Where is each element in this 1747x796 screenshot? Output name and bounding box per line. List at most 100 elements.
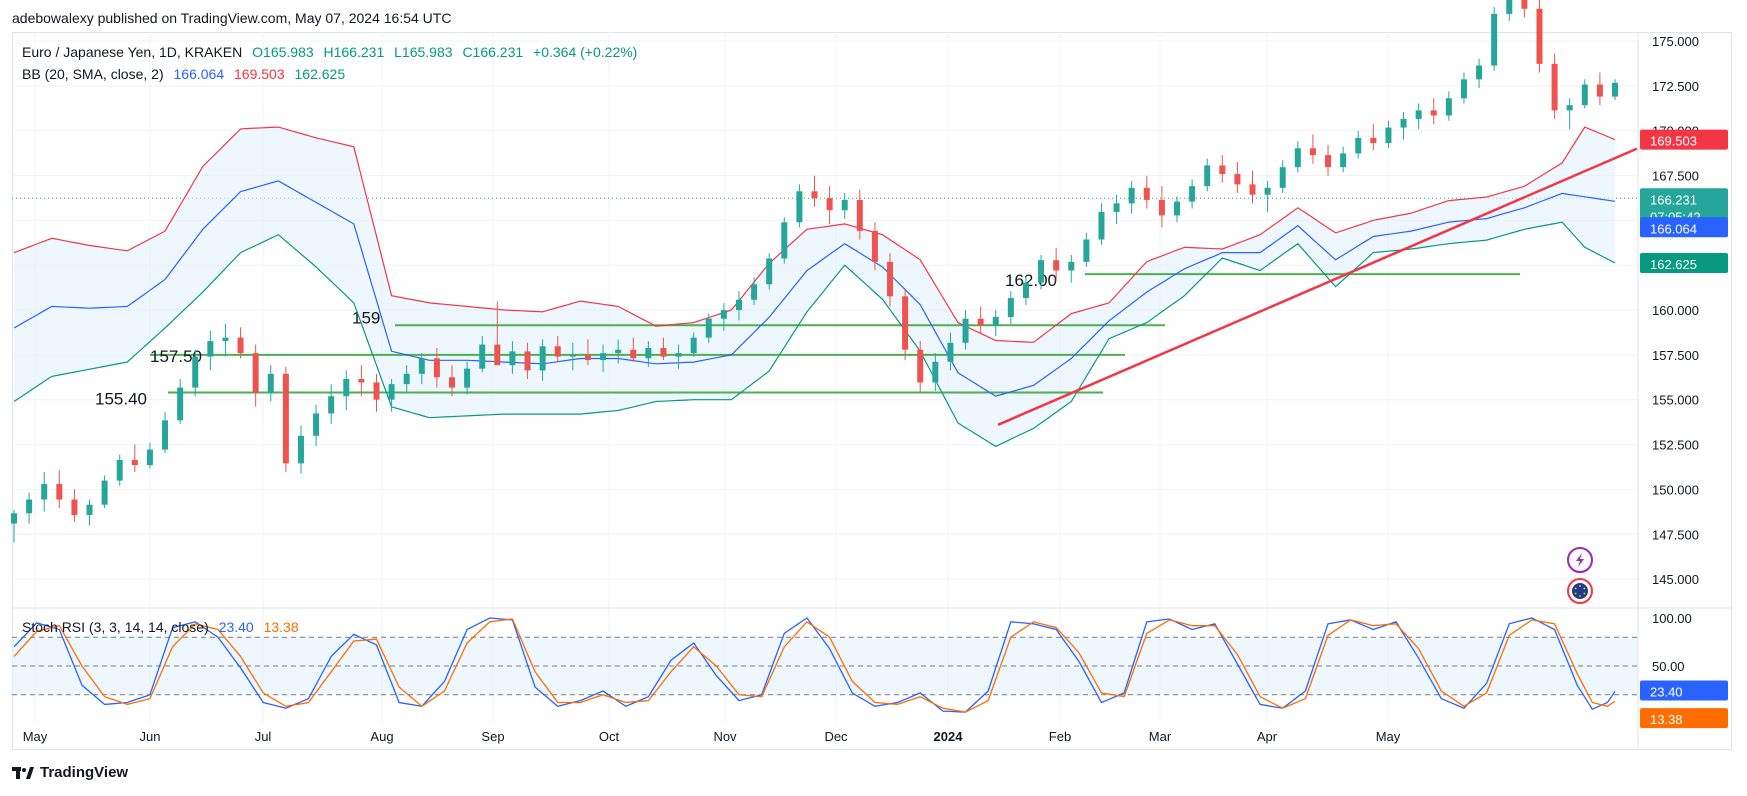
candle[interactable] <box>569 342 576 371</box>
candle[interactable] <box>1083 232 1090 268</box>
candle[interactable] <box>267 365 274 402</box>
candle[interactable] <box>1022 275 1029 305</box>
candle[interactable] <box>751 277 758 305</box>
candle[interactable] <box>841 193 848 219</box>
candle[interactable] <box>1325 144 1332 176</box>
candle[interactable] <box>101 475 108 509</box>
candle[interactable] <box>1596 72 1603 106</box>
candle[interactable] <box>313 404 320 447</box>
candle[interactable] <box>871 222 878 271</box>
candle[interactable] <box>1204 158 1211 192</box>
eu-flag-icon[interactable] <box>1567 578 1593 604</box>
candle[interactable] <box>600 344 607 373</box>
candle[interactable] <box>781 217 788 264</box>
candle[interactable] <box>584 339 591 366</box>
candle[interactable] <box>131 444 138 472</box>
candle[interactable] <box>539 339 546 381</box>
candle[interactable] <box>992 310 999 336</box>
candle[interactable] <box>1279 160 1286 194</box>
candle[interactable] <box>343 370 350 410</box>
candle[interactable] <box>222 323 229 357</box>
candle[interactable] <box>282 366 289 472</box>
candle[interactable] <box>1355 131 1362 159</box>
candle[interactable] <box>811 175 818 207</box>
candle[interactable] <box>947 332 954 371</box>
candle[interactable] <box>615 339 622 364</box>
candle[interactable] <box>297 425 304 474</box>
candle[interactable] <box>177 378 184 424</box>
candle[interactable] <box>1476 58 1483 88</box>
candle[interactable] <box>1113 194 1120 225</box>
candle[interactable] <box>1536 0 1543 73</box>
candle[interactable] <box>252 344 259 407</box>
candle[interactable] <box>1249 170 1256 204</box>
lightning-icon[interactable] <box>1567 547 1593 573</box>
candle[interactable] <box>494 301 501 366</box>
candle[interactable] <box>449 365 456 397</box>
candle[interactable] <box>1264 180 1271 212</box>
candle[interactable] <box>1460 72 1467 104</box>
candle[interactable] <box>86 499 93 526</box>
candle[interactable] <box>1581 79 1588 109</box>
candle[interactable] <box>71 489 78 522</box>
tradingview-brand[interactable]: TradingView <box>12 764 128 781</box>
candle[interactable] <box>720 303 727 331</box>
candle[interactable] <box>826 186 833 225</box>
candle[interactable] <box>1294 141 1301 173</box>
candle[interactable] <box>1566 98 1573 130</box>
candle[interactable] <box>1128 180 1135 214</box>
candle[interactable] <box>1068 254 1075 283</box>
candle[interactable] <box>630 337 637 362</box>
candle[interactable] <box>660 337 667 361</box>
candle[interactable] <box>856 189 863 240</box>
candle[interactable] <box>1098 203 1105 245</box>
candle[interactable] <box>1340 146 1347 173</box>
candle[interactable] <box>11 509 17 543</box>
candle[interactable] <box>1234 162 1241 194</box>
candle[interactable] <box>962 310 969 350</box>
candle[interactable] <box>1007 291 1014 324</box>
candle[interactable] <box>509 341 516 374</box>
candle[interactable] <box>977 306 984 335</box>
candle[interactable] <box>1309 134 1316 164</box>
trend-line[interactable] <box>997 147 1638 426</box>
candle[interactable] <box>690 332 697 357</box>
candle[interactable] <box>554 335 561 362</box>
candle[interactable] <box>464 361 471 395</box>
candle[interactable] <box>403 365 410 393</box>
candle[interactable] <box>1385 120 1392 149</box>
candle[interactable] <box>1370 124 1377 150</box>
candle[interactable] <box>932 353 939 392</box>
candle[interactable] <box>645 341 652 367</box>
candle[interactable] <box>1445 91 1452 121</box>
candle[interactable] <box>887 253 894 307</box>
candle[interactable] <box>418 353 425 385</box>
candle[interactable] <box>433 347 440 388</box>
candle[interactable] <box>1430 98 1437 125</box>
candle[interactable] <box>1400 112 1407 140</box>
candle[interactable] <box>373 373 380 412</box>
candle[interactable] <box>388 378 395 412</box>
candle[interactable] <box>766 253 773 290</box>
candle[interactable] <box>237 327 244 359</box>
candle[interactable] <box>1173 196 1180 223</box>
candle[interactable] <box>796 184 803 228</box>
candle[interactable] <box>328 384 335 424</box>
candle[interactable] <box>902 289 909 361</box>
candle[interactable] <box>1053 248 1060 281</box>
candle[interactable] <box>41 471 48 512</box>
candle[interactable] <box>675 344 682 369</box>
candle[interactable] <box>1551 53 1558 119</box>
candle[interactable] <box>1491 7 1498 71</box>
candle[interactable] <box>1612 79 1618 101</box>
candle[interactable] <box>26 492 33 524</box>
candle[interactable] <box>1143 175 1150 209</box>
candle[interactable] <box>56 470 63 509</box>
candle[interactable] <box>1038 254 1045 290</box>
candle[interactable] <box>1415 103 1422 130</box>
candle[interactable] <box>1219 155 1226 183</box>
candle[interactable] <box>1506 0 1513 21</box>
candle[interactable] <box>705 313 712 343</box>
candle[interactable] <box>116 454 123 486</box>
